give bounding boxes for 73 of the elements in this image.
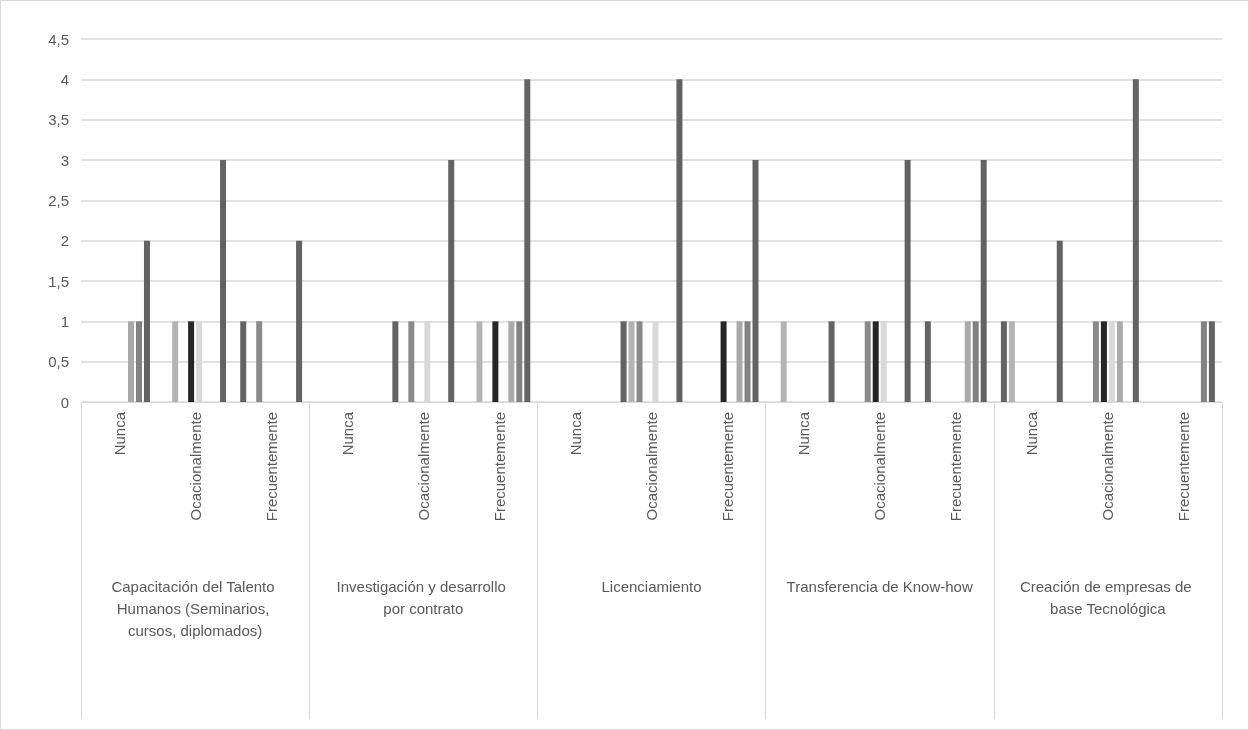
bar	[1008, 321, 1015, 402]
y-tick-label: 2,5	[48, 191, 69, 209]
x-tick-label: Ocacionalmente	[1099, 412, 1117, 521]
text: Investigación y desarrollo por contrato	[336, 577, 511, 617]
bar	[135, 321, 142, 402]
bar	[1208, 321, 1215, 402]
bar	[524, 79, 531, 402]
bar	[143, 240, 150, 402]
bar	[864, 321, 871, 402]
bar	[408, 321, 415, 402]
x-tick-label: Frecuentemente	[1175, 412, 1193, 522]
bar	[676, 79, 683, 402]
y-tick-label: 4	[60, 70, 69, 88]
bar	[972, 321, 979, 402]
bar	[296, 240, 303, 402]
bar	[620, 321, 627, 402]
bar	[172, 321, 179, 402]
text: Creación de empresas de base Tecnológica	[1019, 577, 1196, 617]
x-tick-label: Ocacionalmente	[643, 412, 660, 521]
y-tick-label: 3,5	[48, 111, 69, 129]
y-tick-label: 0,5	[48, 353, 69, 371]
x-tick-label: Frecuentemente	[947, 412, 965, 522]
bar	[744, 321, 751, 402]
y-tick-label: 0	[60, 393, 69, 411]
bar	[1116, 321, 1123, 402]
y-tick-label: 1,5	[48, 272, 69, 290]
y-tick-label: 3	[60, 151, 69, 169]
bar	[1100, 321, 1107, 402]
y-tick-label: 4,5	[48, 30, 69, 48]
bar	[964, 321, 971, 402]
bar	[904, 160, 911, 402]
bar	[1200, 321, 1207, 402]
bar	[828, 321, 835, 402]
bar	[1056, 240, 1063, 402]
bar	[720, 321, 727, 402]
bar	[780, 321, 787, 402]
bar	[516, 321, 523, 402]
x-tick-label: Nunca	[338, 411, 356, 456]
bar	[476, 321, 483, 402]
x-tick-label: Frecuentemente	[262, 412, 280, 522]
bar	[508, 321, 515, 402]
bar	[752, 160, 759, 402]
bar	[448, 160, 455, 402]
text: Licenciamiento	[601, 577, 702, 595]
x-tick-label: Ocacionalmente	[186, 412, 204, 521]
x-tick-label: Nunca	[1023, 411, 1041, 456]
bar	[872, 321, 879, 402]
bar	[220, 160, 227, 402]
bar	[628, 321, 635, 402]
bar	[492, 321, 499, 402]
bar	[636, 321, 643, 402]
x-tick-label: Nunca	[795, 411, 813, 456]
bar	[256, 321, 263, 402]
x-tick-label: Frecuentemente	[490, 412, 508, 522]
bar	[1000, 321, 1007, 402]
y-tick-label: 1	[60, 312, 69, 330]
text: Capacitación del Talento Humanos (Seminarios, cursos, diplomados)	[111, 577, 279, 639]
text: Transferencia de Know-how	[786, 577, 973, 595]
x-tick-label: Ocacionalmente	[414, 412, 432, 521]
x-tick-label: Ocacionalmente	[871, 412, 889, 521]
bar	[1132, 79, 1139, 402]
bar	[736, 321, 743, 402]
bar	[188, 321, 195, 402]
bar	[1092, 321, 1099, 402]
y-tick-label: 2	[60, 232, 69, 250]
bar	[924, 321, 931, 402]
bar	[240, 321, 247, 402]
x-tick-label: Nunca	[110, 411, 128, 456]
bar	[392, 321, 399, 402]
bar	[980, 160, 987, 402]
bar	[128, 321, 134, 402]
x-tick-label: Frecuentemente	[719, 412, 737, 522]
x-tick-label: Nunca	[566, 411, 584, 456]
